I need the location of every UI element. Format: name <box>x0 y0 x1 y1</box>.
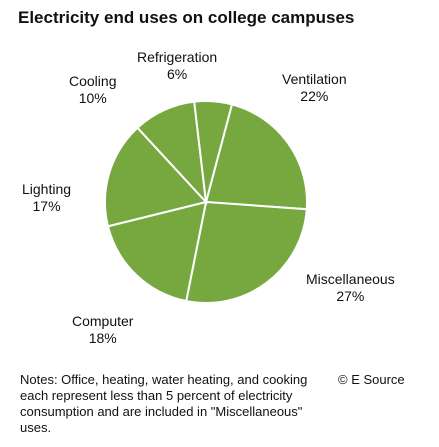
label-cooling-name: Cooling <box>69 73 117 89</box>
pie-slice-refrigeration <box>193 100 234 203</box>
label-ventilation-value: 22% <box>300 88 329 104</box>
label-lighting-value: 17% <box>32 198 61 214</box>
label-cooling: Cooling 10% <box>69 73 116 107</box>
label-miscellaneous: Miscellaneous 27% <box>306 271 395 305</box>
label-refrigeration: Refrigeration 6% <box>137 49 217 83</box>
label-ventilation: Ventilation 22% <box>282 71 347 105</box>
label-refrigeration-name: Refrigeration <box>137 49 218 65</box>
pie-slice-lighting <box>104 126 208 228</box>
label-computer: Computer 18% <box>72 313 133 347</box>
label-lighting: Lighting 17% <box>22 181 71 215</box>
chart-title: Electricity end uses on college campuses <box>18 8 355 27</box>
chart-notes: Notes: Office, heating, water heating, a… <box>20 372 308 435</box>
label-computer-name: Computer <box>72 313 134 329</box>
label-cooling-value: 10% <box>78 90 107 106</box>
label-miscellaneous-value: 27% <box>336 288 365 304</box>
pie-slice-computer <box>106 200 208 303</box>
pie-slice-ventilation <box>204 103 308 211</box>
label-miscellaneous-name: Miscellaneous <box>306 271 395 287</box>
label-ventilation-name: Ventilation <box>282 71 347 87</box>
label-refrigeration-value: 6% <box>166 66 188 82</box>
pie-slice-miscellaneous <box>185 200 308 304</box>
label-computer-value: 18% <box>88 330 117 346</box>
chart-source: © E Source <box>338 372 405 387</box>
label-lighting-name: Lighting <box>22 181 72 197</box>
